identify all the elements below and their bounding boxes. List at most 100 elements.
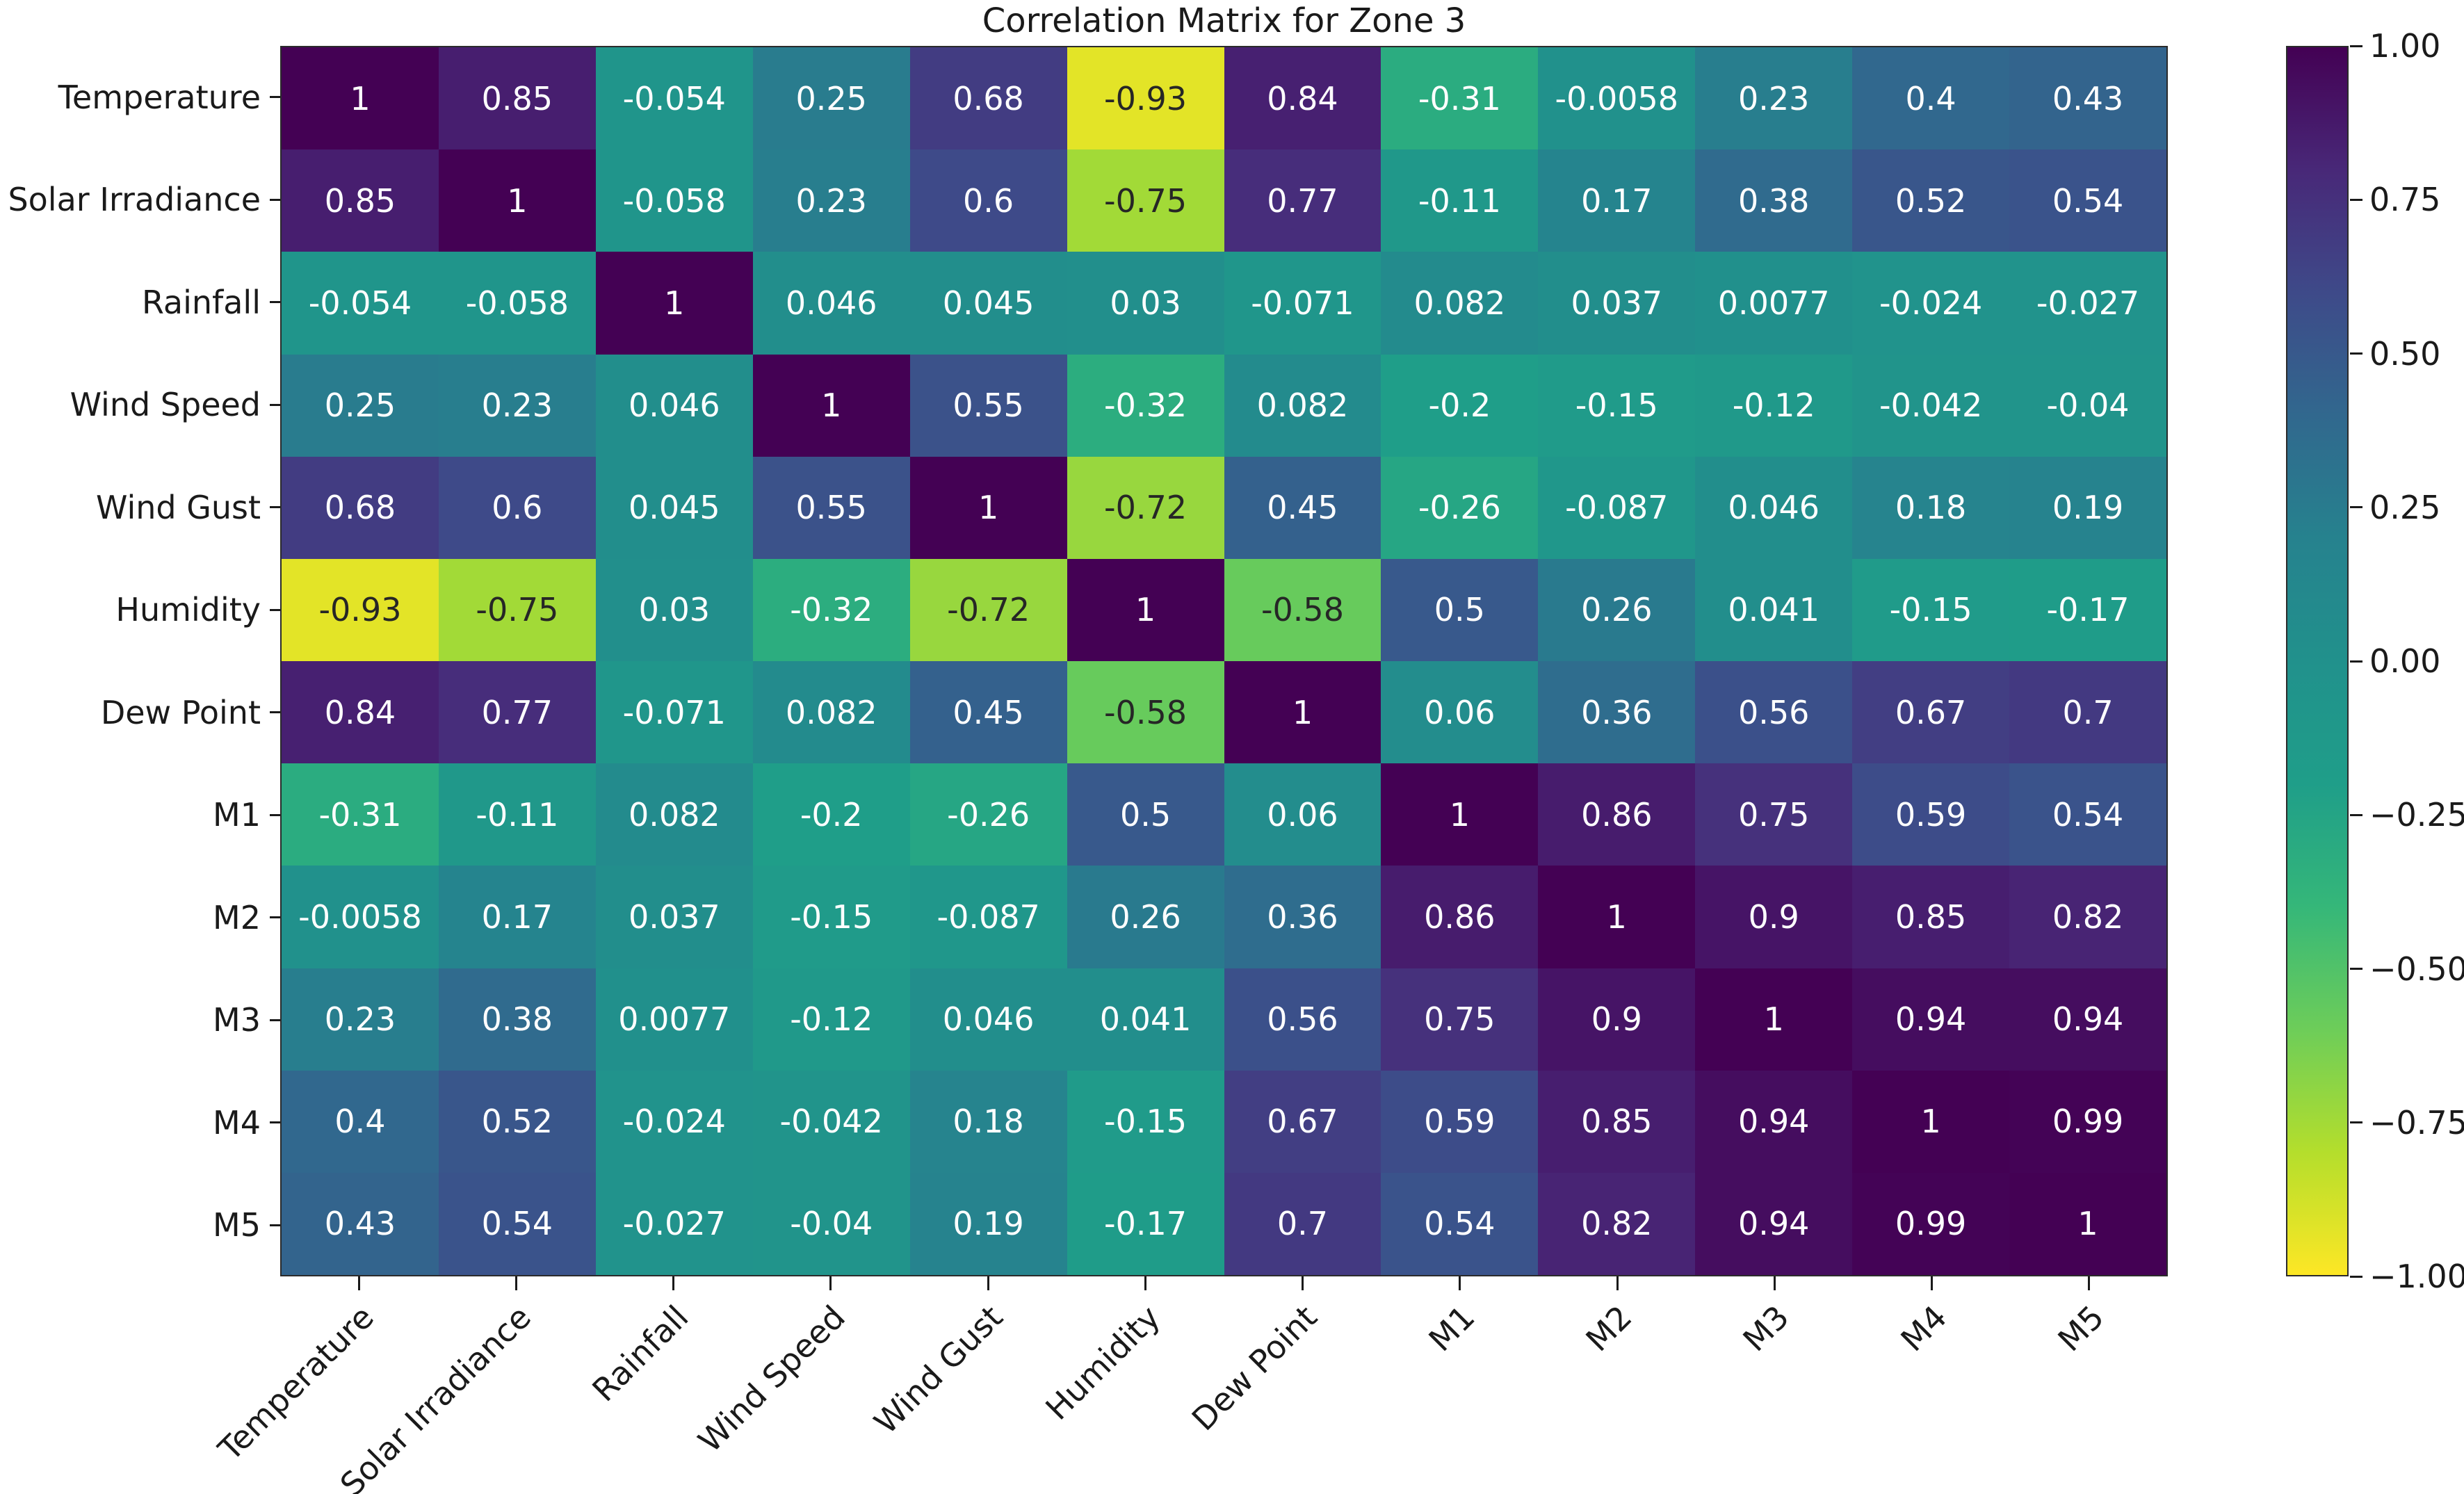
x-axis-label: M4 <box>1893 1298 1954 1359</box>
y-tick <box>270 813 280 816</box>
heatmap-cell: -0.087 <box>1538 456 1696 559</box>
heatmap-cell: 0.082 <box>752 661 910 764</box>
heatmap-cell: -0.15 <box>752 866 910 968</box>
heatmap-cell: 1 <box>1381 763 1539 866</box>
heatmap-cell: 0.45 <box>909 661 1067 764</box>
colorbar-tick-label: 1.00 <box>2369 27 2441 65</box>
heatmap-cell: -0.12 <box>1695 354 1853 457</box>
heatmap-cell: 0.43 <box>282 1172 439 1275</box>
x-tick <box>357 1276 360 1290</box>
x-tick <box>829 1276 832 1290</box>
heatmap-cell: 0.6 <box>438 456 596 559</box>
heatmap-cell: 0.082 <box>1381 252 1539 355</box>
heatmap-cell: 0.7 <box>2009 661 2166 764</box>
heatmap-cell: -0.75 <box>1067 149 1224 252</box>
colorbar-tick <box>2350 1275 2362 1278</box>
heatmap-cell: 0.046 <box>752 252 910 355</box>
y-tick <box>270 1224 280 1226</box>
heatmap-cell: 0.9 <box>1538 968 1696 1071</box>
heatmap-cell: 0.06 <box>1381 661 1539 764</box>
heatmap-cell: 0.082 <box>1224 354 1381 457</box>
heatmap-cell: -0.75 <box>438 558 596 661</box>
x-tick <box>1302 1276 1304 1290</box>
heatmap-cell: 0.23 <box>752 149 910 252</box>
heatmap-cell: 0.17 <box>438 866 596 968</box>
heatmap-cell: 0.23 <box>1695 47 1853 150</box>
heatmap-cell: 0.045 <box>909 252 1067 355</box>
colorbar-tick-label: −0.50 <box>2369 950 2464 988</box>
heatmap-cell: 0.68 <box>909 47 1067 150</box>
heatmap-cell: 0.75 <box>1695 763 1853 866</box>
colorbar-tick <box>2350 44 2362 47</box>
y-tick <box>270 916 280 919</box>
y-tick <box>270 96 280 99</box>
heatmap-cell: 0.037 <box>1538 252 1696 355</box>
heatmap-cell: -0.027 <box>2009 252 2166 355</box>
heatmap-cell: -0.054 <box>282 252 439 355</box>
heatmap-cell: 0.94 <box>1695 1070 1853 1173</box>
heatmap-cell: -0.058 <box>438 252 596 355</box>
heatmap-cell: 0.82 <box>1538 1172 1696 1275</box>
heatmap-cell: -0.32 <box>1067 354 1224 457</box>
colorbar-tick-label: 0.00 <box>2369 642 2441 680</box>
y-axis-label: Dew Point <box>100 693 261 731</box>
x-tick <box>2088 1276 2091 1290</box>
heatmap-cell: 0.17 <box>1538 149 1696 252</box>
heatmap-cell: 0.94 <box>1852 968 2010 1071</box>
heatmap-cell: -0.31 <box>1381 47 1539 150</box>
heatmap-cell: -0.042 <box>1852 354 2010 457</box>
x-tick <box>987 1276 989 1290</box>
heatmap-cell: 1 <box>595 252 753 355</box>
heatmap-cell: 0.55 <box>909 354 1067 457</box>
heatmap-cell: 0.85 <box>1538 1070 1696 1173</box>
heatmap-cell: 0.4 <box>1852 47 2010 150</box>
heatmap-cell: -0.11 <box>438 763 596 866</box>
heatmap-cell: 0.9 <box>1695 866 1853 968</box>
y-axis-label: M5 <box>213 1206 261 1244</box>
y-axis-label: Temperature <box>58 78 261 116</box>
heatmap-cell: 0.56 <box>1224 968 1381 1071</box>
colorbar <box>2286 46 2349 1276</box>
y-tick <box>270 608 280 611</box>
heatmap-cell: 0.03 <box>1067 252 1224 355</box>
heatmap-cell: 0.77 <box>438 661 596 764</box>
heatmap-cell: -0.087 <box>909 866 1067 968</box>
heatmap-cell: 0.56 <box>1695 661 1853 764</box>
heatmap-cell: -0.0058 <box>1538 47 1696 150</box>
heatmap-cell: 0.25 <box>752 47 910 150</box>
heatmap-cell: 0.5 <box>1381 558 1539 661</box>
heatmap-cell: 0.68 <box>282 456 439 559</box>
chart-title: Correlation Matrix for Zone 3 <box>982 1 1466 40</box>
x-tick <box>672 1276 675 1290</box>
heatmap-cell: 0.046 <box>909 968 1067 1071</box>
colorbar-tick <box>2350 506 2362 509</box>
y-tick <box>270 198 280 201</box>
heatmap-cell: 0.54 <box>2009 763 2166 866</box>
y-tick <box>270 301 280 304</box>
heatmap-cell: -0.26 <box>909 763 1067 866</box>
heatmap-cell: 0.54 <box>2009 149 2166 252</box>
x-tick <box>1459 1276 1461 1290</box>
colorbar-tick <box>2350 1121 2362 1124</box>
heatmap-cell: -0.058 <box>595 149 753 252</box>
x-tick <box>1144 1276 1146 1290</box>
heatmap-cell: -0.024 <box>1852 252 2010 355</box>
heatmap-cell: 0.03 <box>595 558 753 661</box>
y-tick <box>270 711 280 714</box>
heatmap-cell: 0.041 <box>1695 558 1853 661</box>
heatmap-cell: -0.024 <box>595 1070 753 1173</box>
colorbar-tick-label: −0.75 <box>2369 1103 2464 1142</box>
heatmap-cell: 0.94 <box>1695 1172 1853 1275</box>
heatmap-cell: -0.2 <box>752 763 910 866</box>
heatmap-cell: 0.19 <box>2009 456 2166 559</box>
heatmap-cell: 0.77 <box>1224 149 1381 252</box>
heatmap-cell: 0.0077 <box>1695 252 1853 355</box>
heatmap-cell: 0.26 <box>1067 866 1224 968</box>
heatmap-cell: 1 <box>909 456 1067 559</box>
heatmap-cell: 0.5 <box>1067 763 1224 866</box>
y-axis-label: Rainfall <box>141 283 261 321</box>
heatmap-cell: -0.15 <box>1067 1070 1224 1173</box>
heatmap-cell: -0.027 <box>595 1172 753 1275</box>
heatmap-cell: -0.04 <box>752 1172 910 1275</box>
